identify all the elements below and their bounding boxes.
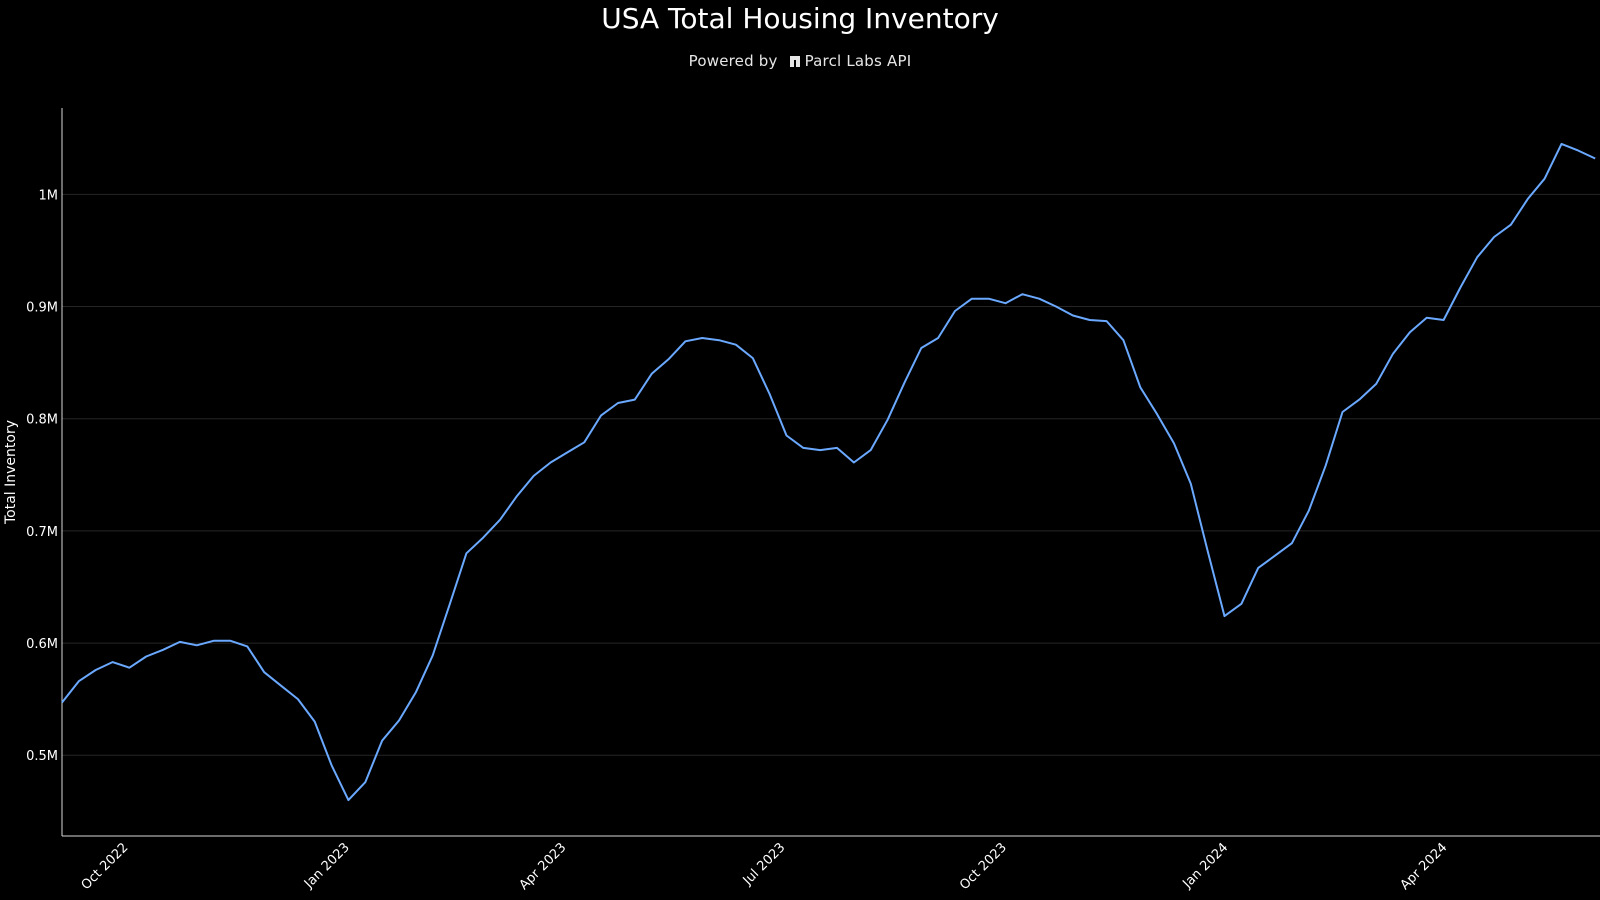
y-tick-label: 1M [39, 188, 59, 203]
y-tick-label: 0.7M [26, 525, 58, 540]
powered-by-subtitle: Powered by Parcl Labs API [0, 52, 1600, 70]
gridlines [62, 193, 1600, 756]
y-axis-title: Total Inventory [3, 420, 19, 525]
x-tick-label: Oct 2023 [957, 840, 1010, 893]
x-tick-label: Jul 2023 [740, 840, 789, 889]
y-tick-label: 0.9M [26, 301, 58, 316]
parcl-logo-icon [789, 56, 800, 67]
x-tick-label: Jan 2024 [1180, 840, 1232, 892]
y-tick-label: 0.5M [26, 749, 58, 764]
x-tick-label: Apr 2023 [517, 840, 570, 893]
subtitle-prefix: Powered by [688, 52, 778, 70]
x-tick-labels: Oct 2022 Jan 2023 Apr 2023 Jul 2023 Oct 2023… [79, 840, 1451, 893]
x-tick-label: Jan 2023 [301, 840, 353, 892]
subtitle-brand: Parcl Labs API [804, 52, 912, 70]
y-tick-label: 0.8M [26, 413, 58, 428]
x-tick-label: Oct 2022 [79, 840, 132, 893]
y-tick-label: 0.6M [26, 637, 58, 652]
series-group [61, 142, 1596, 802]
y-tick-labels: 0.5M 0.6M 0.7M 0.8M 0.9M 1M [26, 188, 58, 764]
chart-title: USA Total Housing Inventory [601, 2, 999, 35]
series-line-total-inventory[interactable] [61, 142, 1596, 802]
x-tick-label: Apr 2024 [1398, 840, 1451, 893]
